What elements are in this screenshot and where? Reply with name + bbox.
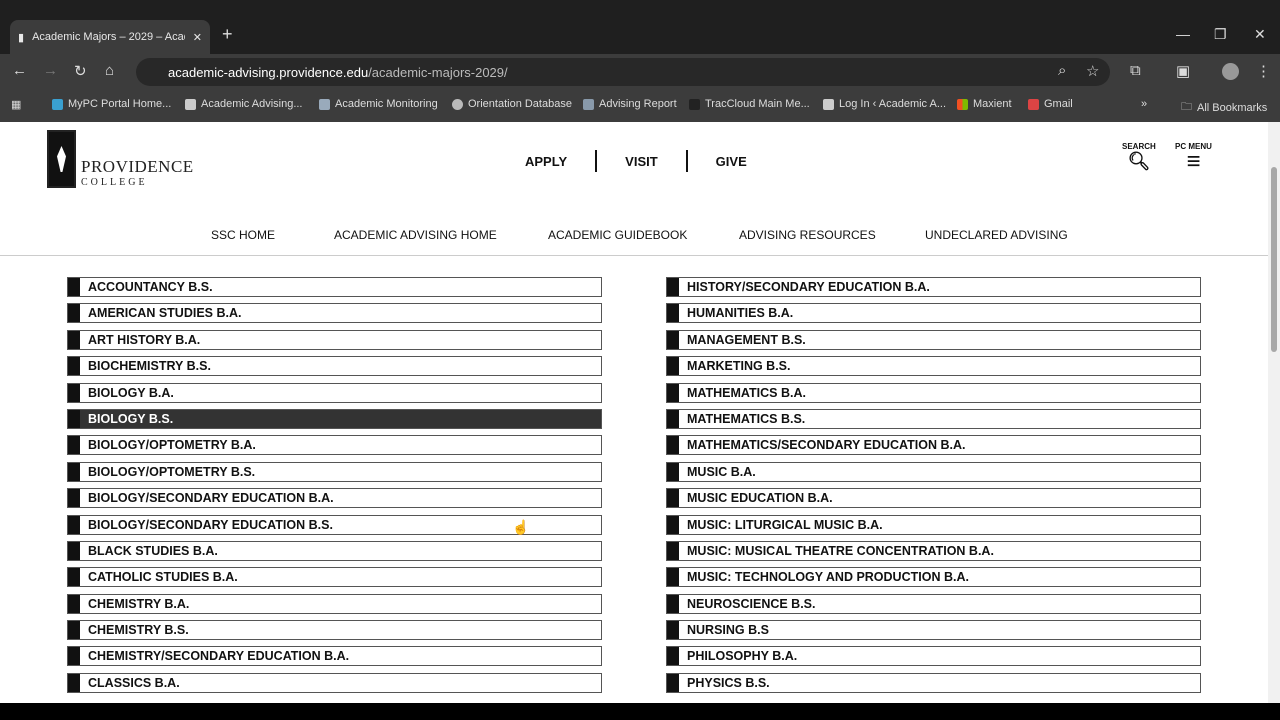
major-item[interactable]: CHEMISTRY B.A. — [67, 593, 602, 614]
tab-search-icon[interactable]: ▣ — [1176, 63, 1191, 80]
web-page: PROVIDENCE COLLEGE APPLY VISIT GIVE SEARC… — [0, 122, 1268, 703]
major-item[interactable]: BLACK STUDIES B.A. — [67, 540, 602, 561]
major-item[interactable]: BIOLOGY B.A. — [67, 382, 602, 403]
bookmark[interactable]: TracCloud Main Me... — [689, 98, 810, 110]
subnav-ssc-home[interactable]: SSC HOME — [211, 228, 276, 242]
bookmark[interactable]: Gmail — [1028, 98, 1073, 110]
major-item[interactable]: BIOLOGY/SECONDARY EDUCATION B.S. — [67, 514, 602, 535]
address-bar[interactable]: academic-advising.providence.edu/academi… — [136, 58, 1110, 86]
search-button[interactable]: SEARCH 🔍︎ — [1122, 142, 1156, 171]
major-item[interactable]: CLASSICS B.A. — [67, 672, 602, 693]
major-item[interactable]: CHEMISTRY/SECONDARY EDUCATION B.A. — [67, 646, 602, 667]
major-item[interactable]: BIOLOGY/SECONDARY EDUCATION B.A. — [67, 488, 602, 509]
more-bookmarks-icon[interactable]: » — [1141, 98, 1148, 110]
major-item[interactable]: HISTORY/SECONDARY EDUCATION B.A. — [666, 277, 1201, 297]
bookmark-icon — [319, 98, 330, 110]
major-item[interactable]: MATHEMATICS B.S. — [666, 408, 1201, 429]
apply-link[interactable]: APPLY — [525, 153, 568, 169]
major-item[interactable]: MANAGEMENT B.S. — [666, 329, 1201, 350]
give-link[interactable]: GIVE — [715, 153, 747, 169]
search-icon: 🔍︎ — [1127, 151, 1151, 171]
providence-logo[interactable]: PROVIDENCE COLLEGE — [47, 130, 194, 188]
bookmark[interactable]: MyPC Portal Home... — [52, 98, 171, 110]
bookmark-icon — [185, 98, 196, 110]
bookmark[interactable]: Maxient — [957, 98, 1012, 110]
major-item[interactable]: NURSING B.S — [666, 620, 1201, 641]
bookmark[interactable]: Academic Monitoring — [319, 98, 438, 110]
subnav-advising-home[interactable]: ACADEMIC ADVISING HOME — [334, 228, 497, 242]
major-item[interactable]: MUSIC B.A. — [666, 461, 1201, 482]
menu-icon[interactable]: ⋮ — [1256, 63, 1271, 80]
reload-icon[interactable]: ↻ — [74, 63, 87, 80]
top-nav: APPLY VISIT GIVE — [525, 150, 747, 172]
major-item[interactable]: NEUROSCIENCE B.S. — [666, 593, 1201, 614]
torch-icon — [47, 130, 76, 188]
favicon-icon: ▮ — [18, 31, 25, 44]
bookmark[interactable]: Orientation Database — [452, 98, 572, 110]
visit-link[interactable]: VISIT — [625, 153, 658, 169]
subnav-undeclared[interactable]: UNDECLARED ADVISING — [925, 228, 1068, 242]
major-item[interactable]: BIOLOGY/OPTOMETRY B.A. — [67, 435, 602, 456]
bookmark[interactable]: Log In ‹ Academic A... — [823, 98, 946, 110]
major-item[interactable]: BIOLOGY/OPTOMETRY B.S. — [67, 461, 602, 482]
extensions-icon[interactable]: ⧉ — [1130, 62, 1141, 79]
scrollbar-thumb[interactable] — [1271, 167, 1277, 352]
major-item[interactable]: MUSIC: MUSICAL THEATRE CONCENTRATION B.A… — [666, 540, 1201, 561]
gmail-icon — [1028, 98, 1039, 110]
major-item[interactable]: MATHEMATICS/SECONDARY EDUCATION B.A. — [666, 435, 1201, 456]
divider — [0, 255, 1268, 256]
major-item[interactable]: MATHEMATICS B.A. — [666, 382, 1201, 403]
avatar[interactable] — [1222, 63, 1239, 80]
home-icon[interactable]: ⌂ — [105, 62, 115, 79]
pc-menu-button[interactable]: PC MENU ≡ — [1175, 142, 1212, 175]
toolbar: ← → ↻ ⌂ academic-advising.providence.edu… — [0, 54, 1280, 90]
major-item[interactable]: BIOCHEMISTRY B.S. — [67, 356, 602, 377]
bookmark-star-icon[interactable]: ☆ — [1086, 63, 1100, 80]
all-bookmarks[interactable]: 🗀 All Bookmarks — [1181, 98, 1267, 117]
bookmark-icon — [689, 98, 700, 110]
forward-icon[interactable]: → — [43, 62, 58, 79]
restore-button[interactable]: ❐ — [1214, 26, 1227, 42]
majors-list-right: HISTORY/SECONDARY EDUCATION B.A. HUMANITI… — [666, 277, 1201, 699]
new-tab-button[interactable]: + — [222, 24, 233, 44]
back-icon[interactable]: ← — [12, 62, 27, 79]
major-item[interactable]: PHILOSOPHY B.A. — [666, 646, 1201, 667]
major-item[interactable]: MUSIC: TECHNOLOGY AND PRODUCTION B.A. — [666, 567, 1201, 588]
major-item[interactable]: BIOLOGY B.S. — [67, 408, 602, 429]
major-item[interactable]: ART HISTORY B.A. — [67, 329, 602, 350]
bookmark-icon — [52, 98, 63, 110]
hamburger-icon: ≡ — [1186, 148, 1201, 175]
subnav-resources[interactable]: ADVISING RESOURCES — [739, 228, 876, 242]
major-item[interactable]: MARKETING B.S. — [666, 356, 1201, 377]
folder-icon: 🗀 — [1181, 101, 1192, 113]
hand-cursor-icon: ☝ — [512, 519, 530, 535]
tab-bar: ▮ Academic Majors – 2029 – Acad ✕ + — ❐ ✕ — [0, 0, 1280, 54]
bookmarks-bar: ▦ MyPC Portal Home... Academic Advising.… — [0, 90, 1280, 122]
zoom-icon[interactable]: ⌕ — [1058, 62, 1067, 79]
major-item[interactable]: HUMANITIES B.A. — [666, 303, 1201, 324]
close-tab-icon[interactable]: ✕ — [192, 31, 202, 44]
major-item[interactable]: MUSIC EDUCATION B.A. — [666, 488, 1201, 509]
major-item[interactable]: CHEMISTRY B.S. — [67, 620, 602, 641]
close-window-button[interactable]: ✕ — [1254, 26, 1266, 42]
major-item[interactable]: AMERICAN STUDIES B.A. — [67, 303, 602, 324]
bookmark-icon — [823, 98, 834, 110]
browser-tab[interactable]: ▮ Academic Majors – 2029 – Acad ✕ — [10, 20, 210, 54]
microsoft-icon — [957, 98, 968, 110]
minimize-button[interactable]: — — [1176, 26, 1190, 42]
major-item[interactable]: CATHOLIC STUDIES B.A. — [67, 567, 602, 588]
bookmark[interactable]: Academic Advising... — [185, 98, 303, 110]
globe-icon — [452, 98, 463, 110]
apps-icon[interactable]: ▦ — [11, 99, 22, 111]
majors-list-left: ACCOUNTANCY B.S. AMERICAN STUDIES B.A. ART… — [67, 277, 602, 699]
bookmark-icon — [583, 98, 594, 110]
scrollbar[interactable] — [1268, 122, 1280, 703]
subnav-guidebook[interactable]: ACADEMIC GUIDEBOOK — [548, 228, 688, 242]
bookmark[interactable]: Advising Report — [583, 98, 677, 110]
major-item[interactable]: MUSIC: LITURGICAL MUSIC B.A. — [666, 514, 1201, 535]
major-item[interactable]: ACCOUNTANCY B.S. — [67, 277, 602, 297]
major-item[interactable]: PHYSICS B.S. — [666, 672, 1201, 693]
